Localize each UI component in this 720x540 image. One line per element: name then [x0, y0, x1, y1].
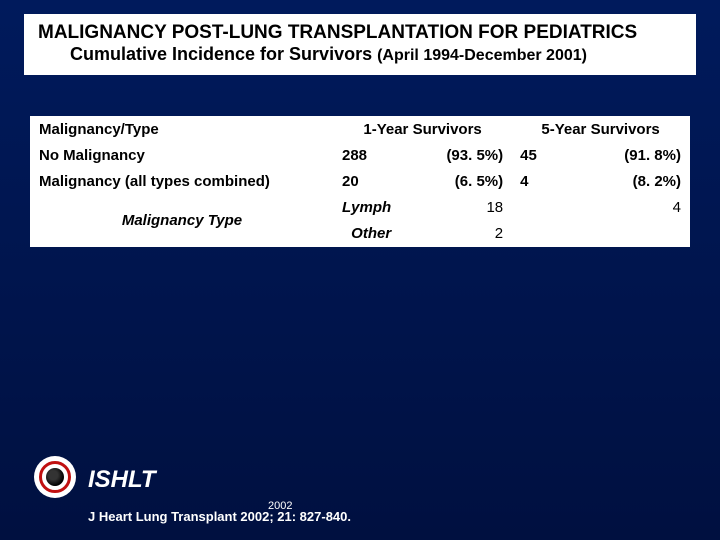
- title-block: MALIGNANCY POST-LUNG TRANSPLANTATION FOR…: [24, 14, 696, 75]
- cell-5yr-pct: (91. 8%): [578, 143, 690, 169]
- title-line-2-paren: (April 1994-December 2001): [377, 47, 587, 64]
- row-label: Malignancy (all types combined): [31, 169, 334, 195]
- ishlt-logo-inner: [39, 461, 71, 493]
- subrow-blank: [512, 195, 578, 221]
- cell-1yr-pct: (6. 5%): [400, 169, 512, 195]
- subrow-group-label: Malignancy Type: [31, 195, 334, 247]
- subrow-blank: [512, 221, 578, 247]
- subrow-5yr: 4: [578, 195, 690, 221]
- row-label: No Malignancy: [31, 143, 334, 169]
- data-table-wrap: Malignancy/Type 1-Year Survivors 5-Year …: [30, 116, 690, 247]
- table-header-row: Malignancy/Type 1-Year Survivors 5-Year …: [31, 117, 690, 143]
- cell-5yr-pct: (8. 2%): [578, 169, 690, 195]
- col-header-type: Malignancy/Type: [31, 117, 334, 143]
- subrow-1yr: 18: [400, 195, 512, 221]
- subrow-5yr: [578, 221, 690, 247]
- cell-1yr-n: 288: [334, 143, 400, 169]
- cell-1yr-n: 20: [334, 169, 400, 195]
- ishlt-logo: [34, 456, 76, 498]
- title-line-2: Cumulative Incidence for Survivors (Apri…: [38, 44, 682, 65]
- cell-1yr-pct: (93. 5%): [400, 143, 512, 169]
- title-line-1: MALIGNANCY POST-LUNG TRANSPLANTATION FOR…: [38, 22, 682, 44]
- title-line-2-main: Cumulative Incidence for Survivors: [70, 44, 377, 64]
- table-row: Malignancy (all types combined) 20 (6. 5…: [31, 169, 690, 195]
- subrow-group-label-text: Malignancy Type: [122, 212, 242, 229]
- malignancy-table: Malignancy/Type 1-Year Survivors 5-Year …: [30, 116, 690, 247]
- subrow-1yr: 2: [400, 221, 512, 247]
- citation-text: J Heart Lung Transplant 2002; 21: 827-84…: [88, 509, 351, 524]
- org-name: ISHLT: [88, 466, 156, 494]
- col-header-5yr: 5-Year Survivors: [512, 117, 690, 143]
- col-header-1yr: 1-Year Survivors: [334, 117, 512, 143]
- table-subrow: Malignancy Type Lymph 18 4: [31, 195, 690, 221]
- subrow-label: Other: [334, 221, 400, 247]
- cell-5yr-n: 4: [512, 169, 578, 195]
- cell-5yr-n: 45: [512, 143, 578, 169]
- table-row: No Malignancy 288 (93. 5%) 45 (91. 8%): [31, 143, 690, 169]
- subrow-label: Lymph: [334, 195, 400, 221]
